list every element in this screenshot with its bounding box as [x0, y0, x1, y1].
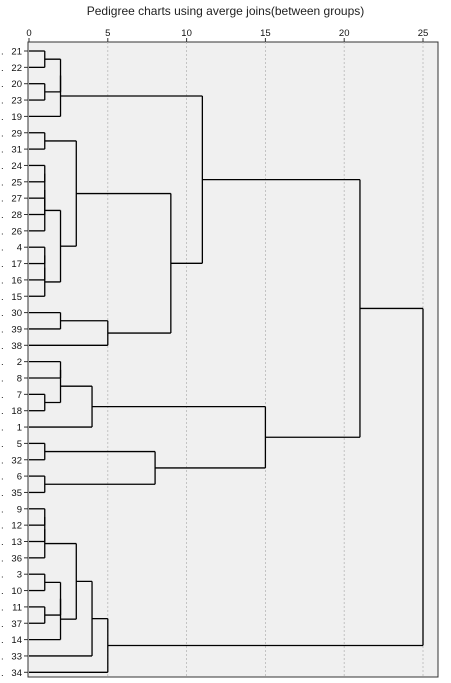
leaf-marker: . — [1, 357, 4, 368]
leaf-label: 6 — [17, 472, 22, 483]
leaf-label: 35 — [11, 488, 22, 499]
leaf-marker: . — [1, 308, 4, 319]
leaf-marker: . — [1, 112, 4, 123]
x-tick-label: 20 — [339, 28, 350, 39]
leaf-marker: . — [1, 47, 4, 58]
leaf-marker: . — [1, 602, 4, 613]
leaf-marker: . — [1, 177, 4, 188]
leaf-label: 19 — [11, 112, 22, 123]
leaf-label: 2 — [17, 357, 22, 368]
leaf-label: 23 — [11, 96, 22, 107]
leaf-marker: . — [1, 635, 4, 646]
leaf-label: 26 — [11, 226, 22, 237]
leaf-label: 28 — [11, 210, 22, 221]
leaf-marker: . — [1, 259, 4, 270]
leaf-label: 4 — [17, 243, 22, 254]
x-tick-label: 25 — [418, 28, 429, 39]
leaf-label: 10 — [11, 586, 22, 597]
leaf-label: 29 — [11, 128, 22, 139]
leaf-marker: . — [1, 63, 4, 74]
leaf-label: 7 — [17, 390, 22, 401]
leaf-label: 27 — [11, 194, 22, 205]
leaf-label: 17 — [11, 259, 22, 270]
leaf-label: 3 — [17, 570, 22, 581]
leaf-label: 12 — [11, 521, 22, 532]
leaf-label: 20 — [11, 79, 22, 90]
leaf-label: 37 — [11, 619, 22, 630]
leaf-marker: . — [1, 161, 4, 172]
leaf-marker: . — [1, 504, 4, 515]
leaf-label: 9 — [17, 504, 22, 515]
leaf-marker: . — [1, 243, 4, 254]
x-tick-label: 10 — [181, 28, 192, 39]
leaf-label: 8 — [17, 374, 22, 385]
leaf-marker: . — [1, 194, 4, 205]
leaf-label: 32 — [11, 455, 22, 466]
leaf-label: 31 — [11, 145, 22, 156]
leaf-marker: . — [1, 210, 4, 221]
leaf-marker: . — [1, 341, 4, 352]
leaf-label: 18 — [11, 406, 22, 417]
plot-area — [27, 41, 439, 678]
leaf-label: 34 — [11, 668, 22, 679]
leaf-label: 1 — [17, 423, 22, 434]
leaf-marker: . — [1, 553, 4, 564]
leaf-label: 14 — [11, 635, 22, 646]
leaf-label: 13 — [11, 537, 22, 548]
leaf-label: 33 — [11, 651, 22, 662]
leaf-marker: . — [1, 275, 4, 286]
leaf-label: 39 — [11, 324, 22, 335]
leaf-marker: . — [1, 521, 4, 532]
x-tick-label: 0 — [26, 28, 31, 39]
leaf-label: 22 — [11, 63, 22, 74]
leaf-label: 11 — [12, 602, 22, 613]
leaf-marker: . — [1, 651, 4, 662]
leaf-label: 36 — [11, 553, 22, 564]
leaf-marker: . — [1, 586, 4, 597]
leaf-marker: . — [1, 292, 4, 303]
leaf-marker: . — [1, 406, 4, 417]
leaf-marker: . — [1, 488, 4, 499]
chart-title: Pedigree charts using averge joins(betwe… — [86, 4, 365, 18]
leaf-marker: . — [1, 145, 4, 156]
leaf-marker: . — [1, 537, 4, 548]
leaf-label: 15 — [11, 292, 22, 303]
leaf-label: 21 — [11, 47, 22, 58]
leaf-marker: . — [1, 96, 4, 107]
x-tick-label: 15 — [260, 28, 271, 39]
leaf-label: 24 — [11, 161, 22, 172]
leaf-label: 25 — [11, 177, 22, 188]
leaf-marker: . — [1, 79, 4, 90]
leaf-marker: . — [1, 619, 4, 630]
leaf-marker: . — [1, 423, 4, 434]
x-tick-label: 5 — [105, 28, 110, 39]
leaf-marker: . — [1, 324, 4, 335]
leaf-marker: . — [1, 455, 4, 466]
leaf-marker: . — [1, 472, 4, 483]
leaf-marker: . — [1, 128, 4, 139]
leaf-label: 5 — [17, 439, 22, 450]
leaf-marker: . — [1, 570, 4, 581]
leaf-marker: . — [1, 390, 4, 401]
leaf-marker: . — [1, 668, 4, 679]
leaf-marker: . — [1, 374, 4, 385]
leaf-label: 30 — [11, 308, 22, 319]
leaf-marker: . — [1, 439, 4, 450]
leaf-marker: . — [1, 226, 4, 237]
leaf-label: 16 — [11, 275, 22, 286]
leaf-label: 38 — [11, 341, 22, 352]
